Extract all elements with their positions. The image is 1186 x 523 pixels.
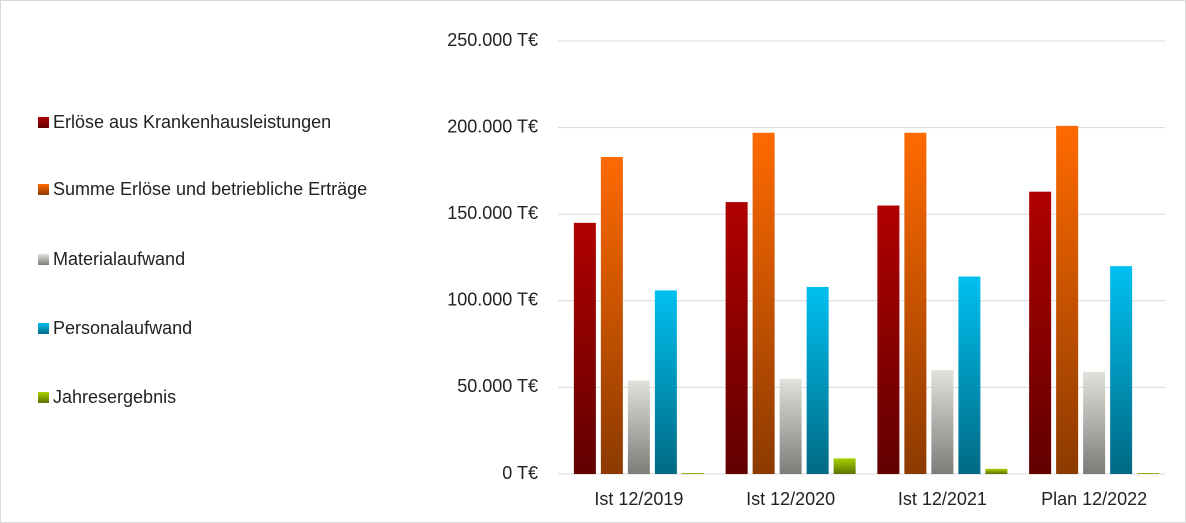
- bar: [1029, 191, 1052, 474]
- legend-swatch: [38, 254, 49, 265]
- bar: [1056, 125, 1079, 475]
- bar: [627, 380, 650, 474]
- legend-swatch: [38, 117, 49, 128]
- bar: [806, 286, 829, 474]
- y-tick-label: 50.000 T€: [457, 376, 538, 396]
- legend-label: Materialaufwand: [53, 249, 186, 269]
- y-tick-label: 100.000 T€: [447, 290, 538, 310]
- legend-entry: Materialaufwand: [38, 247, 383, 271]
- bar: [1110, 266, 1133, 474]
- legend-swatch: [38, 323, 49, 334]
- bar: [904, 132, 927, 474]
- bar: [573, 222, 596, 474]
- x-tick-label: Ist 12/2021: [898, 489, 987, 509]
- bar: [833, 458, 856, 474]
- legend-entry: Erlöse aus Krankenhausleistungen: [38, 110, 383, 134]
- bar: [877, 205, 900, 475]
- bar: [958, 276, 981, 474]
- bar: [779, 378, 802, 474]
- legend-swatch: [38, 184, 49, 195]
- y-tick-label: 0 T€: [502, 463, 538, 483]
- legend-entry: Personalaufwand: [38, 316, 383, 340]
- bar: [752, 132, 775, 474]
- legend-label: Summe Erlöse und betriebliche Erträge: [53, 179, 368, 199]
- bar: [725, 202, 748, 475]
- y-tick-label: 200.000 T€: [447, 116, 538, 136]
- bar: [985, 468, 1008, 474]
- legend-label: Erlöse aus Krankenhausleistungen: [53, 112, 332, 132]
- legend-label: Personalaufwand: [53, 318, 193, 338]
- x-tick-label: Ist 12/2020: [746, 489, 835, 509]
- x-tick-label: Plan 12/2022: [1041, 489, 1147, 509]
- legend-entry: Summe Erlöse und betriebliche Erträge: [38, 177, 383, 201]
- legend-swatch: [38, 392, 49, 403]
- bar: [654, 290, 677, 474]
- y-tick-label: 250.000 T€: [447, 30, 538, 50]
- legend-label: Jahresergebnis: [53, 387, 177, 407]
- bar: [931, 370, 954, 474]
- bar: [681, 473, 704, 474]
- y-tick-label: 150.000 T€: [447, 203, 538, 223]
- bar: [1083, 371, 1106, 474]
- bar: [600, 157, 623, 474]
- x-tick-label: Ist 12/2019: [594, 489, 683, 509]
- bar: [1137, 473, 1160, 474]
- legend-entry: Jahresergebnis: [38, 385, 383, 409]
